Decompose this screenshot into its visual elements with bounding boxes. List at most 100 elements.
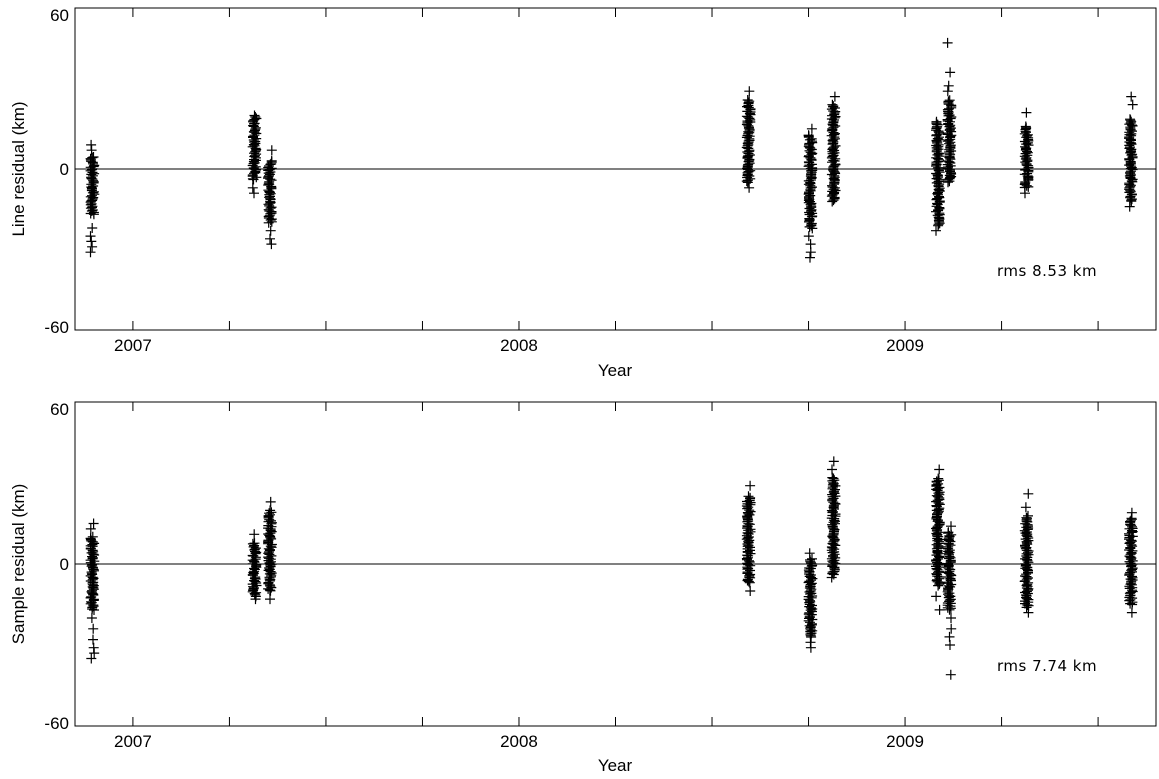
data-point-outlier [265, 594, 275, 605]
y-tick-label: -60 [44, 318, 69, 337]
data-point-outlier [85, 523, 96, 534]
data-point [944, 95, 955, 106]
data-point-outlier [1023, 488, 1034, 499]
x-axis-title: Year [598, 361, 633, 380]
y-tick-labels: 60 0 -60 [44, 6, 69, 337]
data-point [1021, 512, 1032, 523]
data-point-outlier [1023, 607, 1034, 618]
data-point-outlier [88, 634, 98, 645]
data-point-outlier [744, 182, 755, 193]
data-point [828, 473, 839, 484]
data-point-outlier [88, 623, 99, 634]
data-point [933, 475, 944, 486]
data-point [266, 507, 277, 518]
data-point-outlier [946, 623, 957, 634]
data-point-outlier [266, 239, 277, 250]
data-point [1125, 114, 1135, 125]
data-point [827, 531, 838, 542]
data-point-outlier [1127, 99, 1138, 110]
data-point-outlier [803, 231, 814, 242]
data-point-outlier [744, 86, 755, 97]
data-point-outlier [946, 521, 956, 532]
data-point [807, 591, 818, 601]
x-axis-title: Year [598, 756, 633, 775]
data-point-outlier [942, 37, 953, 48]
data-point [742, 95, 753, 105]
data-point-outlier [1020, 188, 1030, 199]
data-point [1126, 116, 1137, 127]
data-point [829, 475, 840, 486]
data-point-outlier [745, 586, 756, 596]
line-residual-panel: 60 0 -60 2007 2008 2009 Line residual (km) Y… [9, 6, 1157, 380]
data-point [250, 112, 261, 122]
data-point-outlier [89, 648, 100, 659]
rms-annotation: rms 7.74 km [997, 657, 1097, 675]
data-point-outlier [86, 236, 97, 247]
data-point [744, 96, 755, 107]
data-point-outlier [265, 496, 276, 507]
data-point [247, 538, 258, 549]
x-tick-label: 2007 [114, 732, 152, 751]
data-point-outlier [86, 613, 97, 623]
data-point-outlier [1124, 201, 1135, 212]
data-point-outlier [829, 91, 840, 102]
data-point [943, 527, 954, 538]
data-point-outlier [86, 139, 97, 150]
data-point-outlier [934, 464, 945, 475]
data-point-outlier [805, 247, 816, 258]
x-tick-label: 2009 [886, 336, 924, 355]
data-point-outlier [826, 572, 837, 583]
data-point [1021, 559, 1031, 570]
data-point [1020, 518, 1031, 529]
data-points [85, 37, 1138, 263]
data-point-outlier [1126, 507, 1137, 518]
data-point-outlier [945, 67, 956, 78]
data-point [803, 130, 814, 141]
data-point-outlier [88, 518, 99, 529]
data-point [85, 533, 96, 544]
data-point [931, 116, 942, 127]
data-point-outlier [1021, 107, 1032, 118]
x-tick-label: 2007 [114, 336, 152, 355]
data-point [744, 122, 754, 133]
data-point [933, 473, 944, 484]
data-point-outlier [745, 480, 756, 491]
data-point-outlier [247, 182, 258, 193]
tick-marks [132, 402, 1099, 726]
data-point [807, 553, 817, 564]
y-tick-label: 60 [50, 400, 69, 419]
y-axis-title: Sample residual (km) [9, 484, 28, 645]
data-point-outlier [85, 231, 96, 242]
y-axis-title: Line residual (km) [9, 101, 28, 236]
data-points [85, 456, 1138, 680]
data-point-outlier [249, 188, 259, 199]
data-point-outlier [934, 604, 945, 615]
data-point-outlier [806, 123, 817, 134]
data-point-outlier [1126, 607, 1137, 618]
x-tick-labels: 2007 2008 2009 [114, 732, 924, 751]
y-tick-labels: 60 0 -60 [44, 400, 69, 733]
data-point-outlier [85, 247, 96, 258]
x-tick-label: 2008 [500, 732, 538, 751]
y-tick-label: 60 [50, 6, 69, 25]
data-point-outlier [266, 145, 277, 156]
sample-residual-panel: 60 0 -60 2007 2008 2009 Sample residual (km)… [9, 400, 1157, 775]
data-point-outlier [265, 225, 276, 236]
data-point-outlier [931, 591, 942, 602]
y-tick-label: 0 [60, 160, 69, 179]
data-point [87, 531, 98, 542]
data-point-outlier [942, 86, 953, 97]
x-tick-label: 2008 [500, 336, 538, 355]
data-point [828, 101, 839, 112]
data-point-outlier [250, 594, 261, 605]
y-tick-label: 0 [60, 555, 69, 574]
data-point-outlier [827, 464, 837, 475]
data-point [1019, 128, 1030, 139]
tick-marks [132, 8, 1099, 330]
data-point [743, 491, 754, 502]
data-point [88, 152, 99, 162]
data-point-outlier [946, 613, 956, 623]
x-tick-label: 2009 [886, 732, 924, 751]
data-point-outlier [828, 456, 839, 467]
